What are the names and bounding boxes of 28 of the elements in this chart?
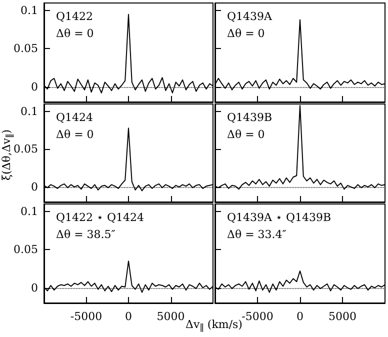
annotation: Q1422 ⋆ Q1424 xyxy=(56,211,144,224)
x-axis-title: Δv$_{∥}$ (km/s) xyxy=(186,318,242,334)
annotation: Δθ = 0 xyxy=(227,27,265,40)
x-tick-label: -5000 xyxy=(70,310,102,323)
annotation: Δθ = 38.5″ xyxy=(56,228,116,241)
y-tick-label: 0.05 xyxy=(14,243,38,256)
y-tick-label: 0 xyxy=(31,80,38,94)
annotation: Δθ = 33.4″ xyxy=(227,228,286,241)
y-tick-label: 0.1 xyxy=(20,105,38,118)
x-tick-label: 0 xyxy=(296,310,304,323)
annotation: Q1439A ⋆ Q1439B xyxy=(227,211,332,224)
y-tick-label: 0.05 xyxy=(14,142,38,156)
annotation: Δθ = 0 xyxy=(56,128,94,141)
annotation: Δθ = 0 xyxy=(227,128,265,141)
y-tick-label: 0 xyxy=(31,281,38,294)
x-tick-label: 0 xyxy=(125,310,132,323)
annotation: Q1439A xyxy=(227,10,274,23)
y-tick-label: 0.1 xyxy=(20,4,38,18)
annotation: Q1422 xyxy=(56,10,94,23)
y-tick-label: 0.05 xyxy=(14,42,38,56)
x-tick-label: -5000 xyxy=(242,310,274,323)
annotation: Q1439B xyxy=(227,111,272,124)
x-tick-label: 5000 xyxy=(156,310,185,323)
y-tick-label: 0 xyxy=(31,180,38,194)
y-tick-label: 0.1 xyxy=(20,205,38,218)
annotation: Δθ = 0 xyxy=(56,27,94,40)
annotation: Q1424 xyxy=(56,111,94,124)
x-tick-label: 5000 xyxy=(328,310,356,323)
